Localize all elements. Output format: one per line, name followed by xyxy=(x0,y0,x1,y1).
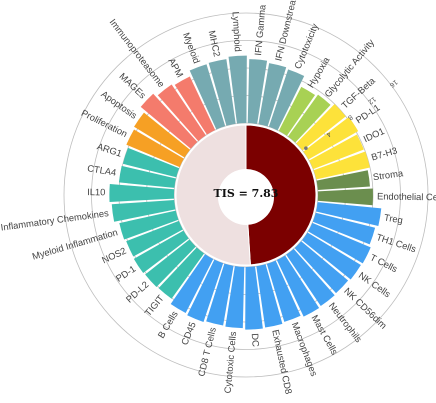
bar-tigit xyxy=(158,247,205,299)
category-label-mast-cells: Mast Cells xyxy=(310,313,341,357)
bar-arg1 xyxy=(122,147,180,178)
bar-il10 xyxy=(109,183,175,202)
bar-cytotoxicity xyxy=(268,69,305,131)
category-label-cytotoxic-cells: Cytotoxic Cells xyxy=(222,331,239,394)
center-label-backdrop xyxy=(218,169,274,225)
bar-tgf-beta xyxy=(296,103,346,151)
pie-slice-2 xyxy=(175,124,251,266)
radial-tick-origin xyxy=(304,146,308,151)
bar-myeloid xyxy=(189,64,226,130)
bar-neutrophils xyxy=(286,248,335,307)
category-label-pd-l2: PD-L2 xyxy=(124,279,151,305)
bar-hypoxia xyxy=(278,86,316,136)
bar-pd-l2 xyxy=(145,239,196,287)
category-label-endothelial-cells: Endothelial Cells xyxy=(377,190,436,202)
category-label-dc: DC xyxy=(250,333,262,347)
category-label-ctla4: CTLA4 xyxy=(87,162,118,178)
bar-pd-l1 xyxy=(303,116,359,160)
bar-dc xyxy=(245,266,263,330)
bar-pd-1 xyxy=(133,230,189,274)
category-label-b-cells: B Cells xyxy=(155,309,180,340)
bar-ifn-downstream xyxy=(258,63,287,127)
bar-b-cells xyxy=(170,254,214,313)
bar-proliferation xyxy=(126,129,184,168)
bar-th1-cells xyxy=(312,212,376,245)
category-label-ifn-downstream: IFN Downstream xyxy=(272,0,299,62)
category-label-apm: APM xyxy=(166,56,186,79)
category-label-treg: Treg xyxy=(383,211,403,225)
bar-t-cells xyxy=(308,222,371,264)
category-label-ifn-gamma: IFN Gamma xyxy=(252,3,268,56)
radial-tick-16: 16 xyxy=(388,78,399,88)
bar-mhc2 xyxy=(208,59,236,126)
bar-stroma xyxy=(316,170,370,191)
grid-circle xyxy=(63,12,429,378)
category-label-pd-l1: PD-L1 xyxy=(353,102,381,126)
bar-cytotoxic-cells xyxy=(225,266,245,329)
bar-treg xyxy=(316,202,382,227)
category-label-il10: IL10 xyxy=(87,186,105,197)
category-label-th1-cells: TH1 Cells xyxy=(375,231,418,254)
bar-glycolytic-activity xyxy=(287,94,331,143)
bar-macrophages xyxy=(266,260,301,322)
category-label-immunoproteasome: Immunoproteasome xyxy=(108,17,168,90)
bar-immunoproteasome xyxy=(157,84,206,142)
category-label-mages: MAGEs xyxy=(117,70,148,100)
radial-tick-4: 4 xyxy=(325,130,332,138)
category-label-cd45: CD45 xyxy=(179,320,198,346)
center-pie xyxy=(175,124,317,266)
bar-cd45 xyxy=(187,259,224,322)
category-label-stroma: Stroma xyxy=(372,167,404,182)
category-label-lymphoid: Lymphoid xyxy=(231,11,244,52)
bar-b7-h3 xyxy=(313,151,370,180)
bar-apm xyxy=(174,76,216,135)
category-label-b7-h3: B7-H3 xyxy=(370,145,399,163)
bar-cd8-t-cells xyxy=(206,263,234,326)
category-label-arg1: ARG1 xyxy=(96,140,124,158)
radial-tick-labels: 4 8 12 16 xyxy=(304,78,399,151)
bar-inflammatory-chemokines xyxy=(111,199,176,222)
center-label: TIS = 7.83 xyxy=(214,187,279,200)
bar-exhausted-cd8 xyxy=(256,264,283,328)
category-label-nk-cells: NK Cells xyxy=(357,269,393,299)
category-label-t-cells: T Cells xyxy=(369,251,400,274)
grid-circle xyxy=(91,40,401,350)
category-label-cd8-t-cells: CD8 T Cells xyxy=(195,326,218,378)
bars-layer xyxy=(109,55,382,330)
category-label-macrophages: Macrophages xyxy=(290,321,320,378)
category-label-pd-1: PD-1 xyxy=(114,263,138,284)
category-label-ido1: IDO1 xyxy=(362,125,386,144)
bar-mages xyxy=(140,93,198,149)
bar-nk-cd56dim xyxy=(294,241,349,294)
bar-nos2 xyxy=(126,220,183,257)
bar-ido1 xyxy=(309,134,364,170)
category-label-exhausted-cd8: Exhausted CD8 xyxy=(270,329,294,396)
bar-myeloid-inflammation xyxy=(119,210,179,240)
radial-tick-8: 8 xyxy=(346,113,353,121)
radial-tick-12: 12 xyxy=(366,95,377,105)
bar-nk-cells xyxy=(302,232,361,280)
bar-apoptosis xyxy=(134,112,190,158)
bar-endothelial-cells xyxy=(317,188,373,206)
category-label-mhc2: MHC2 xyxy=(207,29,223,57)
category-label-nos2: NOS2 xyxy=(100,245,128,266)
category-label-inflammatory-chemokines: Inflammatory Chemokines xyxy=(0,207,110,233)
bar-ctla4 xyxy=(118,165,176,188)
bar-lymphoid xyxy=(228,55,247,124)
pie-slice-1 xyxy=(245,124,317,266)
bar-mast-cells xyxy=(276,255,320,317)
category-label-tigit: TIGIT xyxy=(142,292,166,318)
bar-ifn-gamma xyxy=(247,59,268,124)
category-label-cytotoxicity: Cytotoxicity xyxy=(292,22,320,71)
